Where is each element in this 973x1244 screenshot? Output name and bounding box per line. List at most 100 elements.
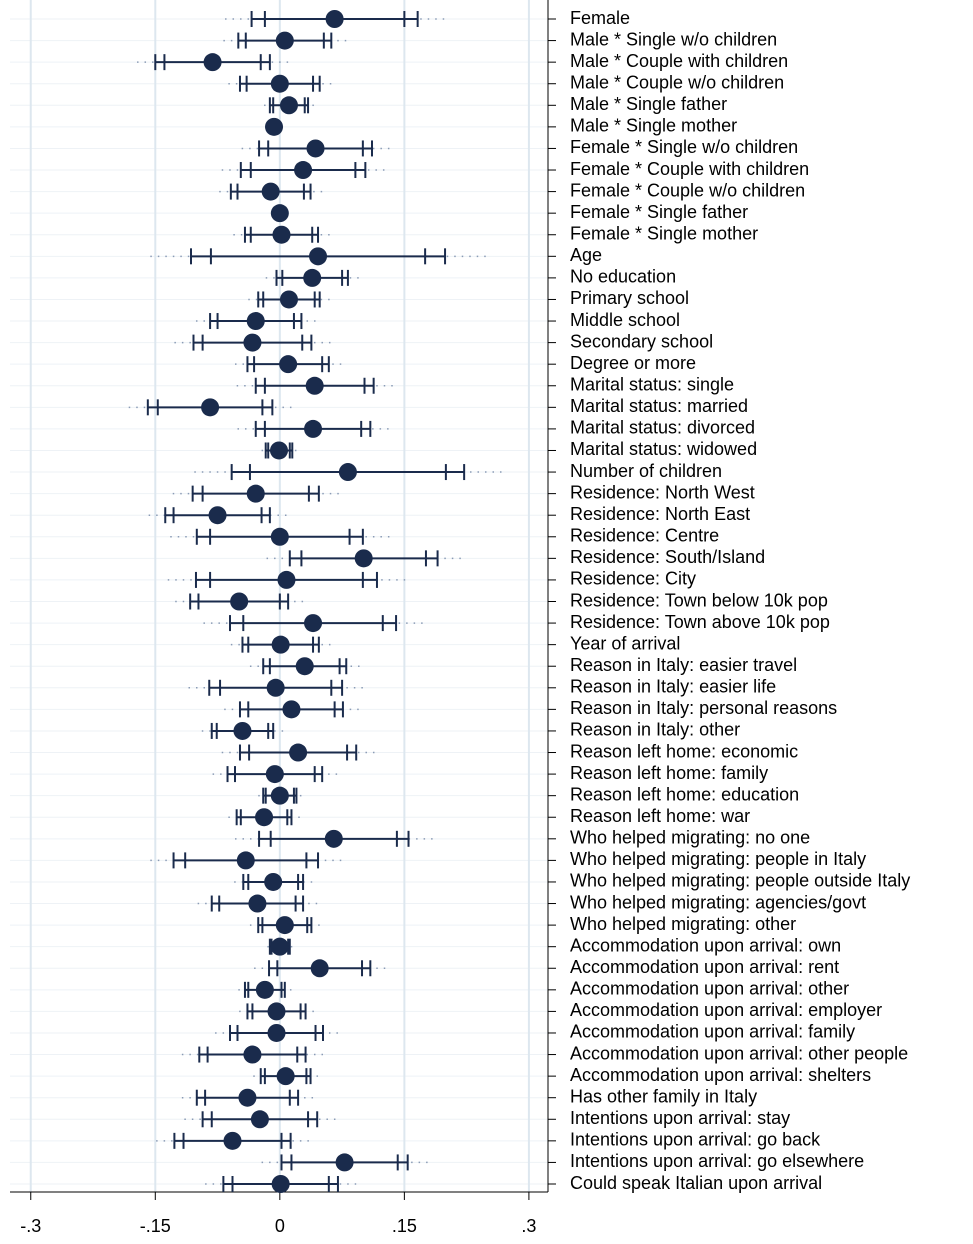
x-tick-label: .3 [521,1216,536,1236]
y-tick-label: Accommodation upon arrival: employer [570,1000,882,1020]
y-tick-label: Intentions upon arrival: go elsewhere [570,1151,864,1171]
estimate-dot [265,765,284,784]
estimate-dot [266,678,285,697]
estimate-dot [208,506,227,525]
estimate-dot [289,743,308,762]
y-tick-label: Residence: Town above 10k pop [570,612,830,632]
estimate-dot [279,290,298,309]
y-tick-label: Who helped migrating: agencies/govt [570,892,866,912]
y-tick-label: Accommodation upon arrival: rent [570,957,839,977]
y-tick-label: Middle school [570,310,680,330]
y-tick-label: Marital status: widowed [570,439,757,459]
y-tick-label: Number of children [570,461,722,481]
y-tick-label: Year of arrival [570,633,680,653]
estimate-dot [246,484,265,503]
estimate-dot [270,527,289,546]
estimate-dot [243,1045,262,1064]
y-tick-label: Marital status: married [570,396,748,416]
estimate-dot [238,1088,257,1107]
x-tick-label: -.15 [140,1216,171,1236]
y-tick-label: Intentions upon arrival: stay [570,1108,790,1128]
y-tick-label: No education [570,267,676,287]
estimate-dot [236,851,255,870]
estimate-dot [261,182,280,201]
estimate-dot [279,96,298,115]
estimate-dot [338,463,357,482]
x-tick-label: 0 [275,1216,285,1236]
estimate-dot [304,614,323,633]
estimate-dot [282,700,301,719]
estimate-dot [271,1175,290,1193]
estimate-dot [277,570,296,589]
y-tick-label: Accommodation upon arrival: own [570,935,841,955]
estimate-dot [243,333,262,352]
y-tick-label: Female * Single mother [570,223,758,243]
estimate-dot [203,53,222,72]
estimate-dot [303,268,322,287]
y-tick-label: Female [570,8,630,28]
estimate-dot [310,959,329,978]
estimate-dot [250,1110,269,1129]
y-tick-label: Reason left home: education [570,784,799,804]
y-tick-label: Reason in Italy: other [570,720,740,740]
y-tick-label: Primary school [570,288,689,308]
x-tick-label: -.3 [20,1216,41,1236]
y-tick-label: Who helped migrating: other [570,914,796,934]
estimate-dot [265,117,284,136]
y-tick-label: Residence: Centre [570,526,719,546]
y-tick-label: Reason in Italy: personal reasons [570,698,837,718]
estimate-dot [230,592,249,611]
y-tick-label: Male * Couple w/o children [570,72,784,92]
y-tick-label: Residence: Town below 10k pop [570,590,828,610]
y-tick-label: Accommodation upon arrival: other people [570,1043,908,1063]
x-tick-label: .15 [392,1216,417,1236]
y-tick-label: Male * Single father [570,94,727,114]
estimate-dot [223,1131,242,1150]
y-tick-label: Female * Couple with children [570,159,809,179]
estimate-dot [233,721,252,740]
y-tick-label: Male * Single w/o children [570,29,777,49]
y-tick-label: Female * Couple w/o children [570,180,805,200]
y-tick-label: Accommodation upon arrival: family [570,1022,855,1042]
y-tick-label: Who helped migrating: no one [570,828,810,848]
y-tick-label: Male * Single mother [570,116,737,136]
estimate-dot [324,829,343,848]
estimate-dot [264,872,283,891]
y-tick-label: Reason left home: family [570,763,768,783]
y-tick-label: Female * Single father [570,202,748,222]
y-tick-label: Who helped migrating: people in Italy [570,849,866,869]
y-tick-label: Marital status: divorced [570,418,755,438]
y-tick-label: Residence: North East [570,504,750,524]
estimate-dot [279,355,298,374]
y-tick-label: Residence: North West [570,482,755,502]
estimate-dot [354,549,373,568]
y-tick-label: Reason in Italy: easier life [570,677,776,697]
y-tick-label: Could speak Italian upon arrival [570,1173,822,1193]
y-tick-label: Accommodation upon arrival: shelters [570,1065,871,1085]
estimate-dot [270,937,289,956]
estimate-dot [309,247,328,266]
estimate-dot [295,657,314,676]
y-tick-label: Accommodation upon arrival: other [570,979,849,999]
estimate-dot [271,635,290,654]
estimate-dot [246,312,265,331]
estimate-dot [304,419,323,438]
y-tick-label: Degree or more [570,353,696,373]
estimate-dot [255,808,274,827]
estimate-dot [305,376,324,395]
y-tick-label: Who helped migrating: people outside Ita… [570,871,910,891]
estimate-dot [255,980,274,999]
estimate-dot [270,786,289,805]
estimate-dot [201,398,220,417]
estimate-dot [272,225,291,244]
estimate-dot [275,31,294,50]
estimate-dot [335,1153,354,1172]
y-tick-label: Reason in Italy: easier travel [570,655,797,675]
y-tick-label: Age [570,245,602,265]
estimate-dot [270,74,289,93]
y-tick-label: Has other family in Italy [570,1086,757,1106]
estimate-dot [276,1067,295,1086]
y-tick-label: Male * Couple with children [570,51,788,71]
estimate-dot [325,10,344,28]
